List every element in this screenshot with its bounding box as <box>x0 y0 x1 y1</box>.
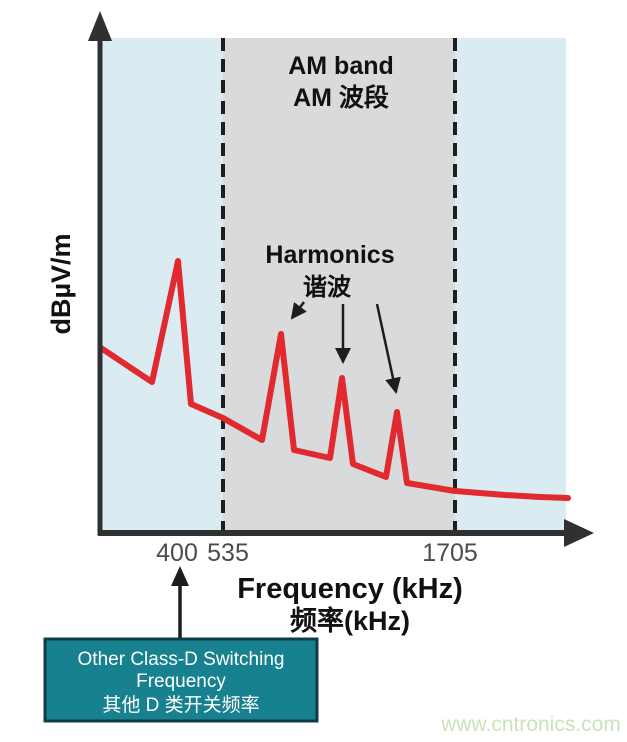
harmonics-label-zh: 谐波 <box>303 274 352 301</box>
x-axis-label-en: Frequency (kHz) <box>237 573 463 605</box>
emission-curve <box>98 258 571 501</box>
y-axis-label: dBµV/m <box>46 233 76 334</box>
callout-line-1: Other Class-D Switching <box>78 649 285 670</box>
harmonic-arrow-1 <box>290 301 307 320</box>
y-axis-arrowhead <box>88 11 112 41</box>
harmonics-label-en: Harmonics <box>265 241 394 269</box>
am-band-label-en: AM band <box>288 52 394 80</box>
callout-line-3: 其他 D 类开关频率 <box>102 694 259 716</box>
am-band-label-zh: AM 波段 <box>293 83 389 112</box>
switching-frequency-callout <box>43 637 319 723</box>
x-tick-535: 535 <box>207 539 249 567</box>
x-axis-arrowhead <box>564 519 594 547</box>
harmonic-arrow-3 <box>375 303 401 394</box>
x-axis-label-zh: 频率(kHz) <box>290 605 410 636</box>
callout-line-2: Frequency <box>136 671 226 692</box>
am-band-region <box>223 38 455 531</box>
x-tick-400: 400 <box>156 539 198 567</box>
switching-frequency-arrowhead <box>171 566 189 586</box>
watermark-text: www.cntronics.com <box>440 713 621 736</box>
x-tick-1705: 1705 <box>422 539 478 567</box>
